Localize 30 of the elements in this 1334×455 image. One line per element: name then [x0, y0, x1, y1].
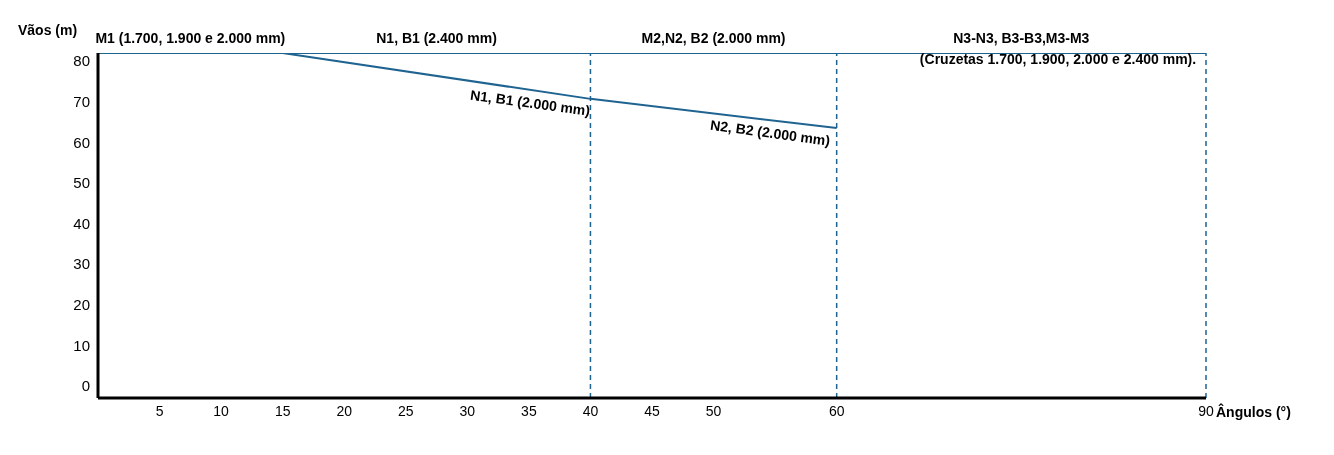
x-tick-label: 10: [213, 402, 230, 419]
x-tick-label: 5: [155, 402, 164, 419]
y-axis-title: Vãos (m): [18, 22, 78, 38]
annotation: N2, B2 (2.000 mm): [709, 116, 831, 149]
y-tick-label: 30: [73, 255, 90, 273]
y-tick-label: 10: [73, 336, 90, 354]
y-tick-label: 0: [81, 377, 90, 395]
y-tick-label: 70: [73, 93, 90, 111]
x-tick-label: 60: [828, 402, 845, 419]
y-tick-label: 40: [73, 214, 90, 232]
annotation: N3-N3, B3-B3,M3-M3: [953, 30, 1090, 46]
x-tick-label: 20: [336, 402, 353, 419]
x-tick-label: 40: [582, 402, 599, 419]
x-tick-label: 90: [1198, 402, 1214, 419]
x-tick-label: 45: [644, 402, 660, 419]
y-tick-label: 80: [73, 52, 90, 70]
x-tick-label: 15: [274, 402, 291, 419]
x-axis-title: Ângulos (°): [1216, 404, 1291, 420]
x-tick-label: 25: [397, 402, 414, 419]
x-tick-label: 50: [705, 402, 722, 419]
x-tick-label: 35: [521, 402, 537, 419]
x-tick-label: 30: [459, 402, 476, 419]
y-tick-label: 50: [73, 174, 90, 192]
y-tick-label: 60: [73, 133, 90, 151]
y-tick-label: 20: [73, 295, 90, 313]
annotation: M2,N2, B2 (2.000 mm): [641, 30, 786, 46]
annotation: N1, B1 (2.400 mm): [376, 30, 497, 46]
annotation: N1, B1 (2.000 mm): [469, 86, 591, 119]
annotation: M1 (1.700, 1.900 e 2.000 mm): [95, 30, 286, 46]
annotation: (Cruzetas 1.700, 1.900, 2.000 e 2.400 mm).: [919, 50, 1197, 67]
